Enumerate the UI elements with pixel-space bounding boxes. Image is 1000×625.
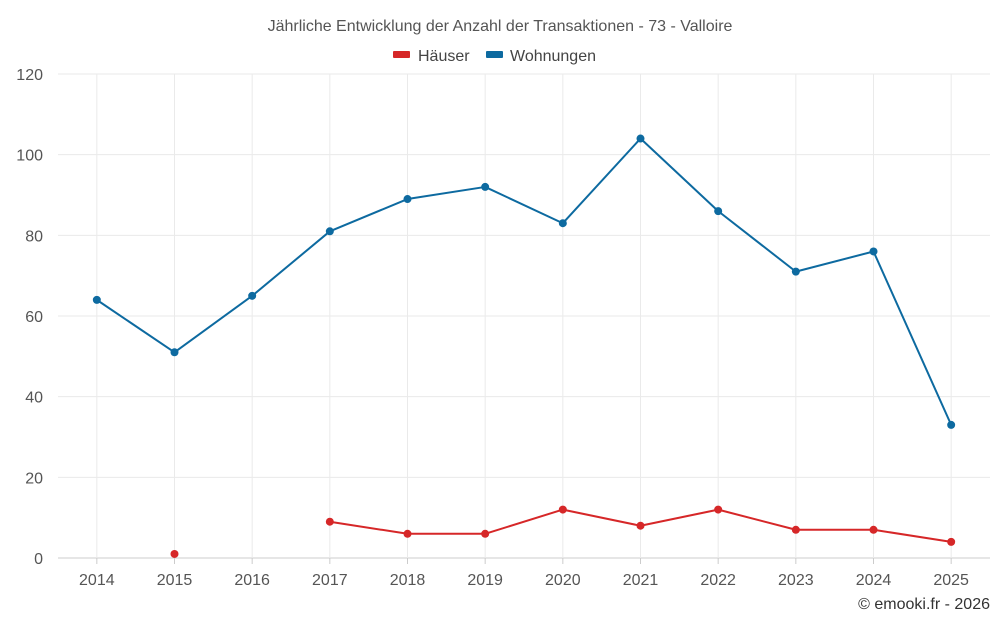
data-point-haeuser-2023[interactable] (791, 525, 800, 534)
chart-title: Jährliche Entwicklung der Anzahl der Tra… (268, 18, 733, 35)
x-tick-label-2019: 2019 (467, 572, 503, 589)
data-point-wohnungen-2019[interactable] (481, 182, 490, 191)
x-tick-label-2017: 2017 (312, 572, 348, 589)
y-tick-label-60: 60 (25, 309, 43, 326)
series-haeuser (170, 505, 956, 558)
legend-item-haeuser[interactable]: Häuser (393, 48, 470, 65)
y-tick-label-80: 80 (25, 228, 43, 245)
x-tick-label-2015: 2015 (157, 572, 193, 589)
x-tick-label-2024: 2024 (856, 572, 892, 589)
y-tick-label-0: 0 (34, 551, 43, 568)
x-axis: 2014 2015 2016 2017 2018 2019 2020 2021 2022 2023… (79, 558, 969, 589)
gridlines (58, 73, 990, 559)
data-point-haeuser-2021[interactable] (636, 521, 645, 530)
data-point-haeuser-2019[interactable] (481, 529, 490, 538)
data-point-haeuser-2024[interactable] (869, 525, 878, 534)
data-point-wohnungen-2023[interactable] (791, 267, 800, 276)
x-tick-label-2025: 2025 (933, 572, 969, 589)
legend: Häuser Wohnungen (393, 48, 596, 65)
y-axis: 0 20 40 60 80 100 120 (16, 67, 43, 568)
data-point-wohnungen-2016[interactable] (248, 291, 257, 300)
y-tick-label-100: 100 (16, 148, 43, 165)
legend-item-wohnungen[interactable]: Wohnungen (486, 48, 596, 65)
data-point-wohnungen-2021[interactable] (636, 134, 645, 143)
x-tick-label-2020: 2020 (545, 572, 581, 589)
x-tick-label-2023: 2023 (778, 572, 814, 589)
data-point-wohnungen-2014[interactable] (92, 295, 101, 304)
data-point-haeuser-2025[interactable] (947, 537, 956, 546)
series-wohnungen (92, 134, 956, 429)
data-point-wohnungen-2017[interactable] (325, 227, 334, 236)
x-tick-label-2018: 2018 (390, 572, 426, 589)
x-tick-label-2014: 2014 (79, 572, 115, 589)
y-tick-label-20: 20 (25, 470, 43, 487)
legend-label-wohnungen: Wohnungen (510, 48, 596, 65)
x-tick-label-2022: 2022 (700, 572, 736, 589)
x-tick-label-2021: 2021 (623, 572, 659, 589)
data-point-haeuser-2018[interactable] (403, 529, 412, 538)
data-point-wohnungen-2015[interactable] (170, 348, 179, 357)
x-tick-label-2016: 2016 (234, 572, 270, 589)
y-tick-label-120: 120 (16, 67, 43, 84)
legend-swatch-haeuser (393, 51, 410, 58)
data-point-wohnungen-2018[interactable] (403, 195, 412, 204)
y-tick-label-40: 40 (25, 390, 43, 407)
legend-label-haeuser: Häuser (418, 48, 470, 65)
data-point-haeuser-2022[interactable] (714, 505, 723, 514)
series-line-wohnungen (96, 137, 953, 426)
data-point-haeuser-2015[interactable] (170, 549, 179, 558)
data-point-wohnungen-2022[interactable] (714, 207, 723, 216)
data-point-wohnungen-2025[interactable] (947, 420, 956, 429)
data-point-haeuser-2017[interactable] (325, 517, 334, 526)
data-point-haeuser-2020[interactable] (558, 505, 567, 514)
series-layer (92, 134, 956, 558)
data-point-wohnungen-2024[interactable] (869, 247, 878, 256)
data-point-wohnungen-2020[interactable] (558, 219, 567, 228)
legend-swatch-wohnungen (486, 51, 503, 58)
credit-text: © emooki.fr - 2026 (858, 596, 990, 613)
